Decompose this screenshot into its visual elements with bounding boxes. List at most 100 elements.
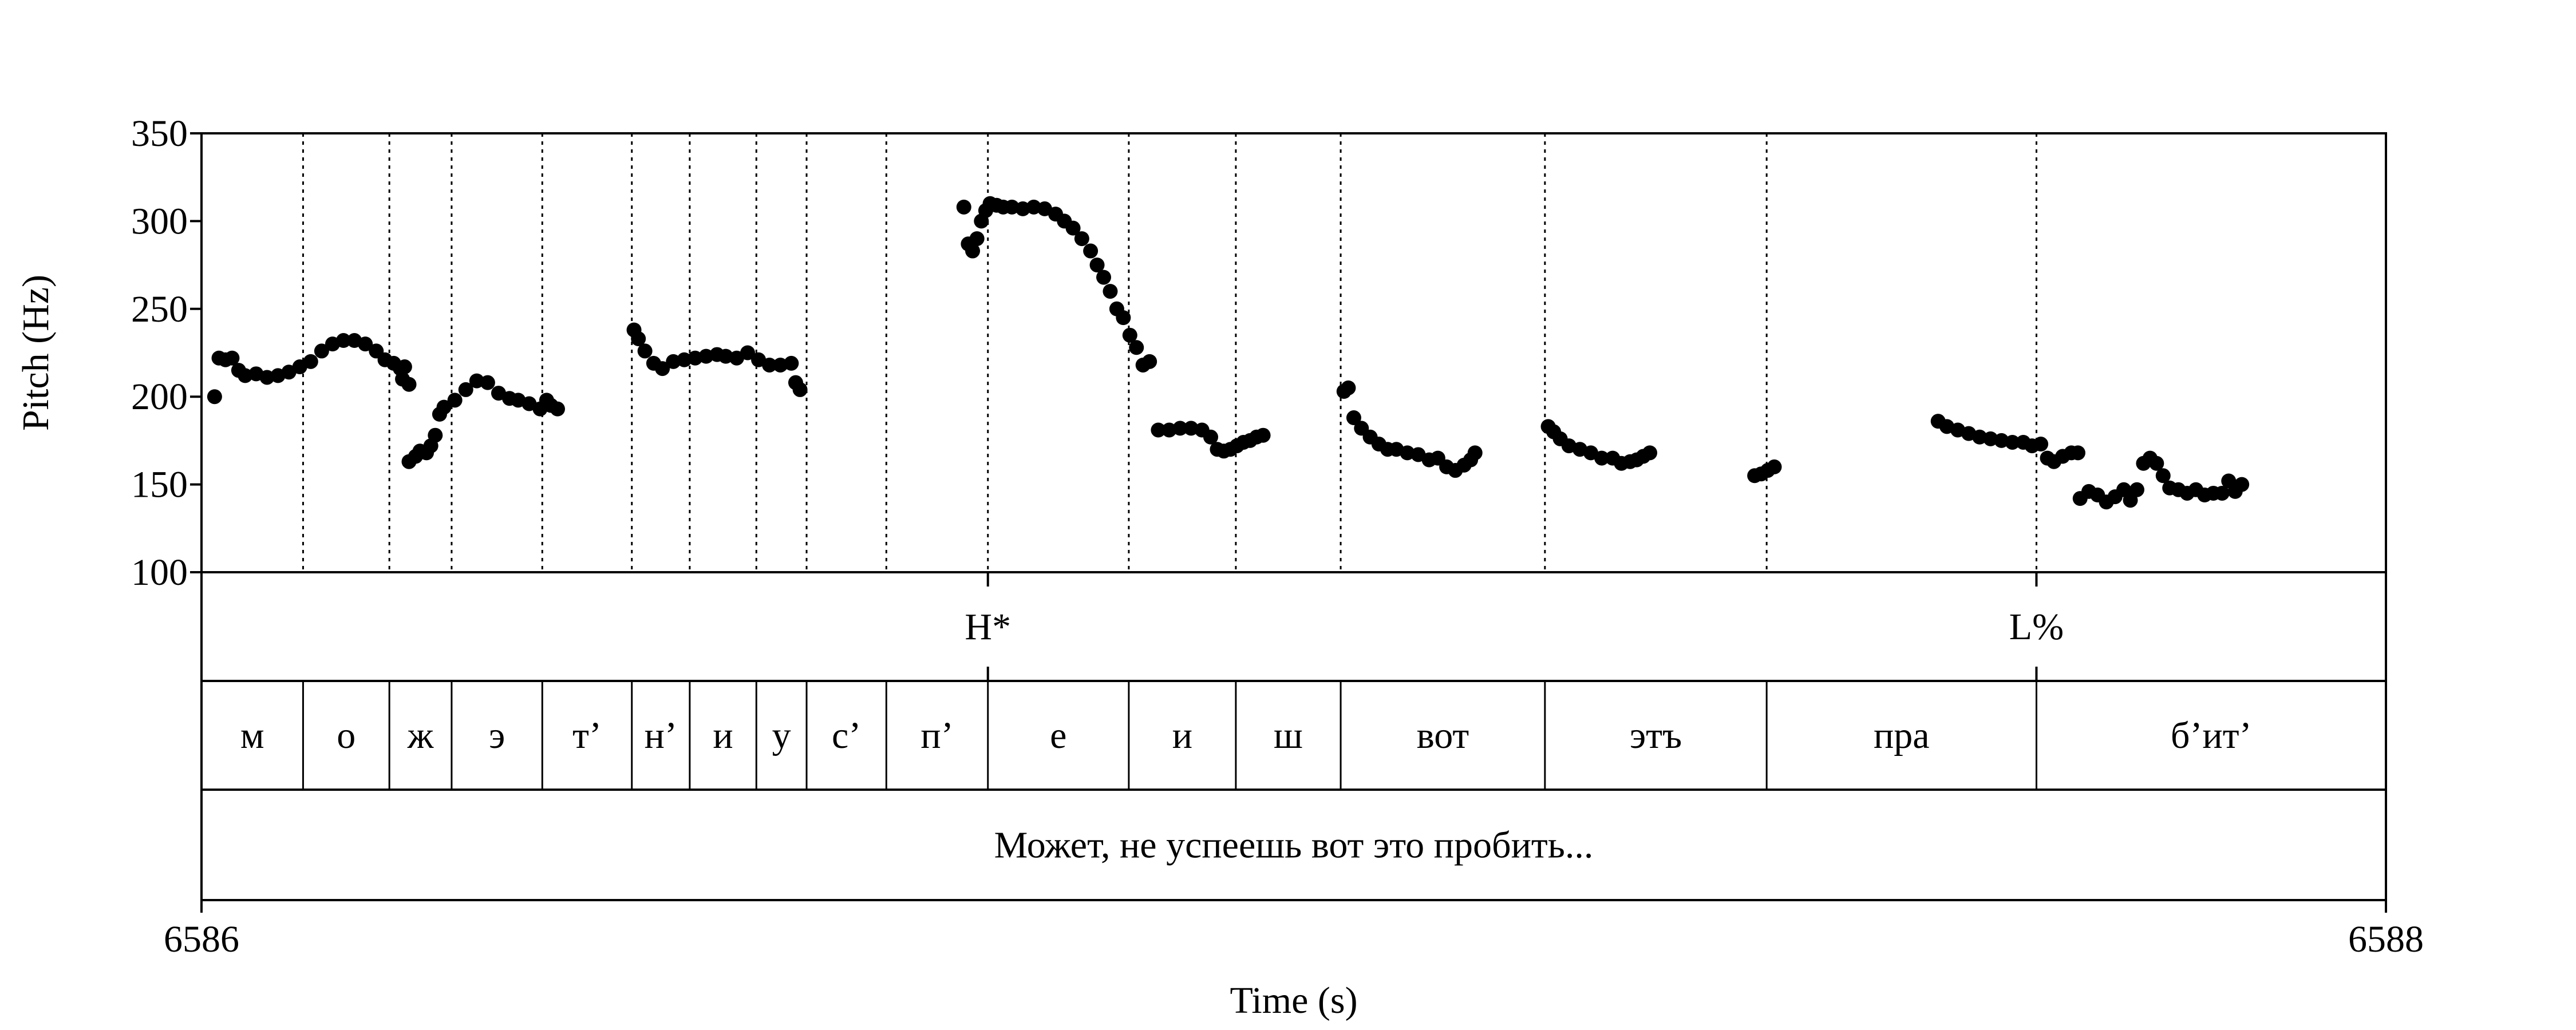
pitch-point [969,231,985,247]
tone-label: H* [965,606,1011,648]
pitch-point [1972,429,1988,445]
x-axis-title: Time (s) [1230,980,1357,1021]
pitch-point [740,345,755,360]
tier-frame [200,571,2387,901]
axis-ticks: 100 150 200 250 300 350 6586 6588 [131,113,2424,960]
pitch-point [397,359,412,375]
pitch-point [1467,445,1483,461]
segment-label: н’ [645,715,677,756]
pitch-point [2070,445,2085,461]
pitch-point [1642,445,1658,461]
y-tick-label: 350 [131,113,188,154]
pitch-point [718,348,733,364]
segment-label: и [1172,715,1192,756]
pitch-point [1255,427,1271,443]
pitch-point [784,355,799,371]
pitch-point [956,199,971,215]
pitch-point [1346,410,1361,426]
pitch-point [2155,468,2171,484]
pitch-point [655,361,670,377]
pitch-point [1116,310,1131,326]
segment-label: п’ [920,715,953,756]
segment-label: и [713,715,733,756]
tone-label: L% [2009,606,2064,648]
pitch-point [1341,380,1356,395]
segment-label: е [1050,715,1066,756]
y-tick-label: 200 [131,376,188,418]
pitch-point [1004,199,1020,215]
pitch-points [207,196,2250,510]
segment-label: о [337,715,355,756]
pitch-point [2214,485,2230,501]
pitch-point [1122,327,1137,343]
pitch-point [436,399,452,415]
y-tick-label: 150 [131,464,188,506]
pitch-point [1129,340,1144,355]
pitch-point [762,357,777,373]
segment-label: этъ [1630,715,1682,756]
segment-label: с’ [832,715,861,756]
y-tick-label: 100 [131,552,188,593]
pitch-point [1015,201,1030,216]
pitch-point [1103,284,1118,299]
plot-frame [200,132,2387,901]
annotation-tiers: H* L%м о ж э т’ н’ и у с’ п’ е и ш вот этъ пра б’ит’Может… [240,572,2252,866]
pitch-point [480,375,495,390]
x-tick-label: 6586 [164,918,239,960]
pitch-point [336,333,351,348]
pitch-point [677,352,692,367]
pitch-point [773,357,788,373]
segment-label: э [489,715,505,756]
boundary-lines [302,133,2037,572]
pitch-point [259,370,275,385]
pitch-point [631,331,646,346]
pitch-point [698,348,714,364]
segment-label: у [772,715,791,756]
utterance-label: Может, не успеешь вот это пробить... [994,825,1594,866]
pitch-point [1183,421,1199,436]
y-tick-label: 300 [131,200,188,242]
pitch-point [447,393,463,408]
pitch-point [965,243,981,259]
pitch-point [2149,455,2164,471]
pitch-point [1142,354,1157,369]
pitch-point [1161,422,1177,438]
pitch-point [666,354,681,369]
pitch-point [1172,421,1188,436]
pitch-point [207,389,222,405]
pitch-point [469,373,484,389]
pitch-point [1983,431,1998,446]
pitch-point [1026,199,1041,215]
pitch-point [1074,231,1089,247]
pitch-point [458,382,473,397]
pitch-point [1400,445,1415,461]
x-tick-label: 6588 [2348,918,2424,960]
pitch-point [428,427,443,443]
pitch-point [1089,258,1105,273]
segment-label: пра [1874,715,1930,756]
pitch-point [303,354,318,369]
pitch-point [2234,477,2250,492]
pitch-point [314,343,329,359]
pitch-point [1594,450,1610,466]
segment-label: вот [1417,715,1469,756]
pitch-point [637,343,653,359]
pitch-point [2033,437,2049,452]
segment-label: м [240,715,264,756]
segment-label: ж [407,715,434,756]
pitch-point [1151,422,1166,438]
y-axis-title: Pitch (Hz) [15,275,57,431]
segment-label: т’ [572,715,602,756]
pitch-point [1994,433,2009,448]
pitch-point [1767,459,1782,474]
pitch-point [2005,434,2020,450]
pitch-point [401,377,417,392]
pitch-point [1065,220,1081,236]
pitch-point [1083,243,1099,259]
pitch-point [688,350,703,366]
pitch-point [358,336,373,352]
segment-label: б’ит’ [2171,715,2252,756]
pitch-point [550,401,566,417]
pitch-point [2129,482,2144,497]
